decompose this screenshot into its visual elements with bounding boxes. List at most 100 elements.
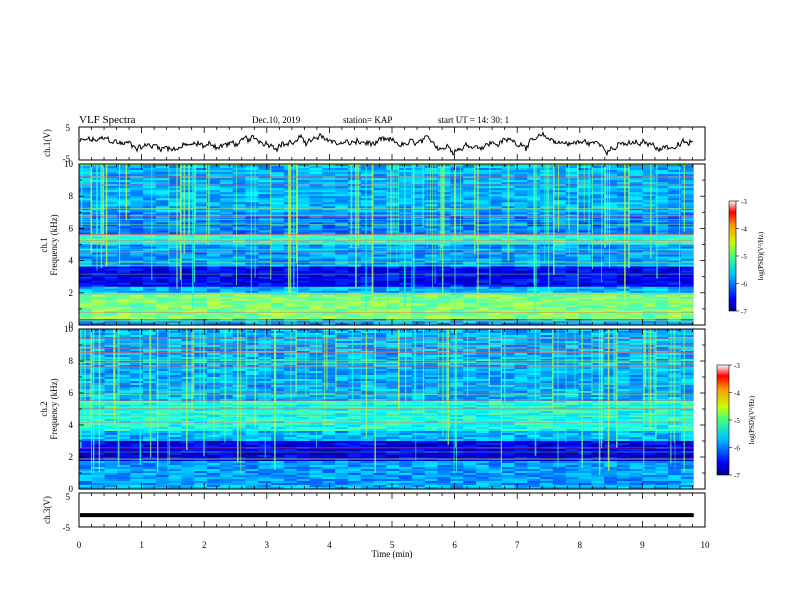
ch2-spec-cell: [437, 333, 451, 336]
ch1-spec-cell: [578, 296, 592, 300]
ch1-spec-cell: [514, 290, 528, 294]
ch1-spec-cell: [143, 200, 157, 203]
ch1-spec-cell: [155, 288, 170, 292]
ch1-spec-cell: [335, 266, 349, 270]
ch1-spec-cell: [514, 236, 528, 240]
ch1-spec-cell: [680, 288, 695, 292]
ch1-spec-cell: [450, 282, 464, 286]
ch1-spec-cell: [130, 294, 144, 298]
ch1-spec-cell: [591, 314, 605, 318]
ch1-spec-cell: [181, 318, 195, 322]
ch1-spec-cell: [399, 298, 413, 302]
ch1-spec-cell: [117, 254, 131, 258]
ch2-spec-cell: [655, 337, 669, 340]
ch1-spec-cell: [424, 296, 439, 300]
ch1-spec-cell: [450, 188, 464, 191]
ch1-spec-cell: [578, 252, 592, 256]
ch1-spec-cell: [181, 270, 195, 274]
ch1-spec-cell: [629, 270, 644, 274]
ch1-spec-cell: [271, 264, 285, 268]
ch1-spec-cell: [476, 260, 490, 264]
ch1-spec-cell: [411, 304, 426, 308]
ch1-spec-cell: [591, 230, 605, 234]
ch1-spec-cell: [143, 232, 157, 236]
ch2-spec-cell: [360, 335, 375, 338]
ch2-spec-cell: [591, 331, 605, 334]
ch1-spec-cell: [411, 252, 426, 256]
ch1-spec-cell: [271, 180, 285, 183]
ch1-waveform-panel: 5 -5 ch.1(V): [42, 123, 706, 164]
ch1-spec-cell: [450, 174, 464, 177]
ch1-spec-cell: [117, 182, 131, 185]
ch1-spec-cell: [360, 210, 375, 213]
ch1-spec-cell: [117, 240, 131, 244]
ch2-spec-cell: [411, 343, 426, 346]
ch1-spec-cell: [514, 198, 528, 201]
ch1-spec-cell: [411, 306, 426, 310]
ch1-spec-cell: [207, 304, 221, 308]
ch1-spec-cell: [629, 228, 644, 232]
ch1-spec-cell: [424, 302, 439, 306]
ch1-spec-cell: [194, 226, 208, 229]
ch1-spec-cell: [463, 194, 477, 197]
ch1-spec-cell: [655, 210, 669, 213]
ch1-spec-cell: [271, 220, 285, 223]
ch1-spec-cell: [642, 250, 656, 254]
ch1-spec-cell: [194, 304, 208, 308]
ch1-spec-cell: [629, 308, 644, 312]
ch1-spec-cell: [296, 276, 311, 280]
ch1-spec-cell: [616, 164, 631, 167]
ch1-spec-cell: [271, 186, 285, 189]
ch1-spec-cell: [565, 288, 580, 292]
ch1-spec-cell: [207, 242, 221, 246]
ch2-spec-cell: [629, 353, 644, 356]
ch2-spec-cell: [680, 343, 695, 346]
ch1-spec-cell: [642, 206, 656, 209]
ch1-spec-cell: [347, 238, 362, 242]
ch1-spec-cell: [309, 178, 323, 181]
ch1-spec-cell: [155, 298, 170, 302]
ch1-spec-cell: [604, 180, 618, 183]
ch1-spec-cell: [117, 270, 131, 274]
ch1-spec-cell: [565, 200, 580, 203]
ch1-spec-cell: [604, 244, 618, 248]
ch1-spec-cell: [578, 228, 592, 232]
ch1-spec-cell: [232, 250, 247, 254]
ch1-spec-cell: [335, 198, 349, 201]
ch1-spec-cell: [616, 246, 631, 250]
ch2-spec-cell: [360, 353, 375, 356]
ch1-spec-cell: [411, 232, 426, 236]
ch2-spec-cell: [194, 353, 208, 356]
ch1-spec-cell: [629, 256, 644, 260]
ch1-spec-cell: [258, 224, 272, 227]
ch1-spec-cell: [476, 270, 490, 274]
ch1-spec-cell: [463, 254, 477, 258]
ch1-spec-cell: [604, 252, 618, 256]
ch1-spec-cell: [552, 266, 567, 270]
ch2-spec-cell: [91, 339, 106, 342]
ch1-spec-cell: [399, 306, 413, 310]
ch1-spec-cell: [373, 318, 387, 322]
ch1-spec-cell: [476, 244, 490, 248]
ch1-spec-cell: [104, 178, 119, 181]
ch1-spec-cell: [591, 170, 605, 173]
ch1-spec-cell: [668, 224, 682, 227]
ch1-spec-cell: [488, 278, 503, 282]
ch1-spec-cell: [552, 234, 567, 238]
ch1-spec-cell: [347, 192, 362, 195]
ch1-spec-cell: [271, 294, 285, 298]
ch1-spec-cell: [450, 274, 464, 278]
ch1-spec-cell: [258, 264, 272, 268]
ch2-spec-cell: [591, 349, 605, 352]
ch1-spec-cell: [565, 166, 580, 169]
ch1-spec-cell: [578, 298, 592, 302]
ch1-spec-cell: [130, 190, 144, 193]
ch1-spec-cell: [322, 302, 336, 306]
ch1-spec-cell: [386, 318, 400, 322]
ch1-spec-cell: [117, 200, 131, 203]
ch1-spec-cell: [411, 176, 426, 179]
ch1-spec-cell: [143, 234, 157, 238]
ch1-spec-cell: [181, 314, 195, 318]
ch1-spec-cell: [117, 304, 131, 308]
ch1-spec-cell: [373, 282, 387, 286]
